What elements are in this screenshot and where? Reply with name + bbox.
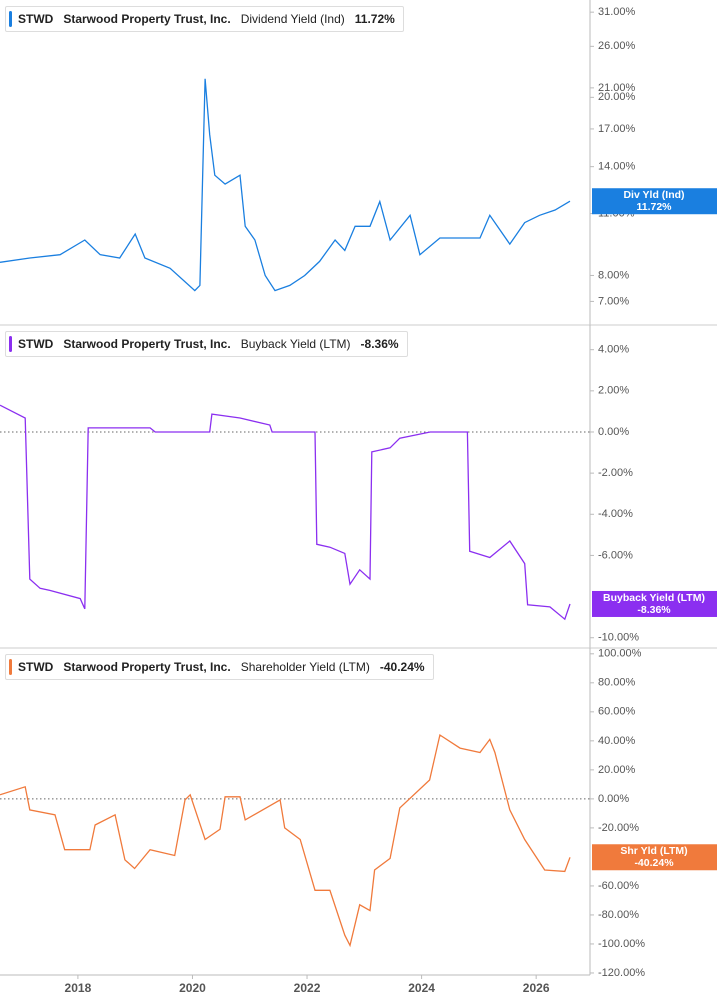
y-tick-label: -10.00% (598, 632, 639, 644)
y-tick-label: 7.00% (598, 295, 629, 307)
y-tick-label: 60.00% (598, 706, 636, 718)
badge-value: -40.24% (634, 857, 674, 869)
company-name: Starwood Property Trust, Inc. (63, 12, 231, 26)
series-line (0, 733, 571, 948)
legend-header: STWD Starwood Property Trust, Inc. Dividen… (5, 6, 404, 32)
y-tick-label: 14.00% (598, 161, 636, 173)
x-tick-label: 2018 (65, 981, 92, 995)
legend-last-value: -8.36% (360, 337, 399, 351)
y-tick-label: -2.00% (598, 467, 633, 479)
y-tick-label: -120.00% (598, 967, 645, 979)
y-tick-label: -6.00% (598, 549, 633, 561)
legend-header: STWD Starwood Property Trust, Inc. Buyback… (5, 331, 408, 357)
badge-value: -8.36% (637, 604, 671, 616)
y-tick-label: 17.00% (598, 123, 636, 135)
y-tick-label: -100.00% (598, 938, 645, 950)
x-tick-label: 2024 (408, 981, 435, 995)
legend-color-bar (9, 659, 12, 675)
y-tick-label: -80.00% (598, 909, 639, 921)
y-tick-label: -4.00% (598, 508, 633, 520)
last-value-badge: Shr Yld (LTM)-40.24% (592, 844, 717, 871)
badge-name: Shr Yld (LTM) (620, 845, 687, 857)
legend-series-name: Buyback Yield (LTM) (240, 337, 351, 351)
legend-header: STWD Starwood Property Trust, Inc. Shareho… (5, 654, 434, 680)
y-tick-label: 4.00% (598, 344, 629, 356)
y-tick-label: 21.00% (598, 82, 636, 94)
y-tick-label: 20.00% (598, 764, 636, 776)
company-name: Starwood Property Trust, Inc. (63, 337, 231, 351)
badge-name: Buyback Yield (LTM) (603, 592, 705, 604)
x-tick-label: 2026 (523, 981, 550, 995)
x-tick-label: 2020 (179, 981, 206, 995)
ticker: STWD (18, 12, 54, 26)
company-name: Starwood Property Trust, Inc. (63, 660, 231, 674)
y-tick-label: -20.00% (598, 822, 639, 834)
series-line (0, 78, 571, 292)
series-line (0, 404, 571, 621)
y-tick-label: 0.00% (598, 793, 629, 805)
legend-last-value: 11.72% (354, 12, 395, 26)
y-tick-label: 26.00% (598, 40, 636, 52)
y-tick-label: 20.00% (598, 91, 636, 103)
badge-box (592, 188, 717, 215)
legend-series-name: Shareholder Yield (LTM) (240, 660, 370, 674)
y-tick-label: -60.00% (598, 880, 639, 892)
legend-color-bar (9, 11, 12, 27)
badge-box (592, 844, 717, 871)
last-value-badge: Div Yld (Ind)11.72% (592, 188, 717, 215)
legend-series-name: Dividend Yield (Ind) (240, 12, 345, 26)
y-tick-label: 100.00% (598, 648, 642, 660)
badge-name: Div Yld (Ind) (623, 189, 684, 201)
badge-box (592, 590, 717, 617)
y-tick-label: 8.00% (598, 269, 629, 281)
x-tick-label: 2022 (294, 981, 321, 995)
legend-color-bar (9, 336, 12, 352)
y-tick-label: 2.00% (598, 385, 629, 397)
y-tick-label: 31.00% (598, 6, 636, 18)
y-tick-label: 80.00% (598, 677, 636, 689)
ticker: STWD (18, 337, 54, 351)
y-tick-label: 40.00% (598, 735, 636, 747)
y-tick-label: 0.00% (598, 426, 629, 438)
ticker: STWD (18, 660, 54, 674)
legend-last-value: -40.24% (379, 660, 425, 674)
last-value-badge: Buyback Yield (LTM)-8.36% (592, 590, 717, 617)
badge-value: 11.72% (636, 201, 672, 213)
